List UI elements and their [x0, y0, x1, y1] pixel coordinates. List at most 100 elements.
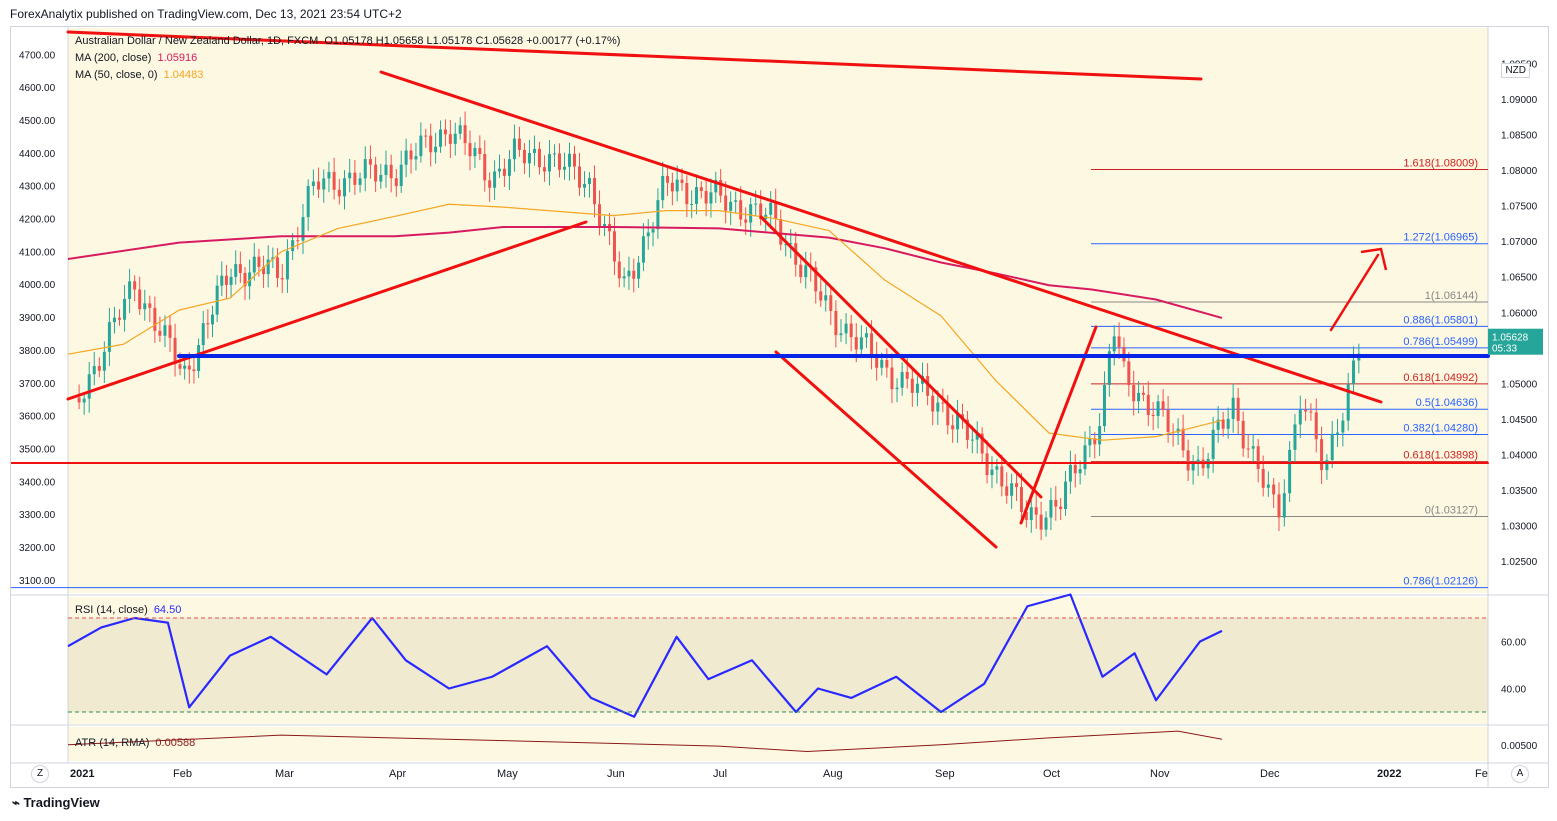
ma200-value: 1.05916	[157, 52, 198, 64]
candle-body	[443, 129, 447, 135]
auto-scale-button[interactable]: A	[1511, 765, 1529, 783]
y-right-tick: 1.07000	[1501, 237, 1538, 248]
candle-body	[885, 359, 889, 368]
candle-body	[1211, 429, 1215, 459]
candle-body	[87, 374, 91, 399]
candle-body	[342, 178, 346, 197]
candle-body	[1251, 446, 1255, 449]
ma50-legend: MA (50, close, 0) 1.04483	[75, 69, 206, 81]
candle-body	[257, 256, 261, 267]
candle-body	[1029, 507, 1033, 521]
candle-body	[493, 171, 497, 188]
candle-body	[1112, 336, 1116, 352]
candle-body	[229, 276, 233, 285]
currency-badge[interactable]: NZD	[1501, 63, 1530, 78]
candle-body	[301, 217, 305, 241]
x-tick: May	[497, 768, 518, 780]
fib-level-label: 1.618(1.08009)	[1403, 157, 1478, 169]
atr-legend: ATR (14, RMA) 0.00588	[75, 737, 198, 749]
candle-body	[946, 403, 950, 426]
candle-body	[1304, 409, 1308, 412]
y-right-tick: 1.06000	[1501, 308, 1538, 319]
candle-body	[1346, 384, 1350, 421]
candle-body	[1151, 414, 1155, 417]
candle-body	[434, 146, 438, 153]
candle-body	[804, 265, 808, 278]
candle-body	[285, 251, 289, 280]
candle-body	[1156, 401, 1160, 417]
candle-body	[754, 203, 758, 205]
candle-body	[622, 276, 626, 279]
candle-body	[699, 187, 703, 192]
candle-body	[483, 154, 487, 181]
candle-body	[1314, 412, 1318, 440]
fib-level-label: 0.886(1.05801)	[1403, 314, 1478, 326]
chart-frame[interactable]: 1.618(1.08009) 1.272(1.06965) 1(1.06144) 0.…	[10, 26, 1549, 788]
candle-body	[439, 129, 443, 147]
candle-body	[275, 257, 279, 279]
candle-body	[1191, 463, 1195, 471]
candle-body	[1325, 460, 1329, 471]
candle-body	[583, 183, 587, 188]
candle-body	[729, 201, 733, 211]
candle-body	[473, 148, 477, 157]
candle-body	[617, 261, 621, 279]
x-tick: Mar	[275, 768, 294, 780]
candle-body	[1330, 433, 1334, 461]
candle-body	[306, 186, 310, 218]
candle-body	[1117, 336, 1121, 348]
candle-body	[965, 419, 969, 440]
candle-body	[975, 433, 979, 440]
candle-body	[478, 148, 482, 155]
candle-body	[463, 125, 467, 144]
candle-body	[77, 397, 81, 403]
tradingview-logo[interactable]: ⌁ TradingView	[12, 795, 100, 811]
candle-body	[675, 179, 679, 192]
candle-body	[849, 323, 853, 338]
candle-body	[900, 371, 904, 388]
chart-canvas[interactable]: 1.618(1.08009) 1.272(1.06965) 1(1.06144) 0.…	[10, 27, 1548, 787]
candle-body	[567, 153, 571, 167]
chart-legend: Australian Dollar / New Zealand Dollar, …	[75, 35, 623, 47]
ma200-line	[67, 225, 1223, 319]
candle-body	[910, 378, 914, 393]
candle-body	[243, 272, 247, 287]
fib-level-label: 0.382(1.04280)	[1403, 423, 1478, 435]
fib-level-label: 0.786(1.02126)	[1403, 576, 1478, 588]
candle-body	[458, 125, 462, 134]
footer-brand: TradingView	[23, 795, 100, 810]
rsi-line	[67, 593, 1223, 718]
rsi-value: 64.50	[153, 604, 182, 616]
candle-body	[542, 167, 546, 172]
candle-body	[512, 138, 516, 160]
zoom-reset-button[interactable]: Z	[31, 765, 49, 783]
candle-body	[138, 289, 142, 310]
ma200-label: MA (200, close)	[75, 52, 152, 64]
candle-body	[178, 364, 182, 369]
y-right-tick: 1.04000	[1501, 450, 1538, 461]
rising-support-line	[66, 220, 588, 401]
candle-body	[404, 150, 408, 165]
candle-body	[719, 179, 723, 196]
candle-body	[1137, 392, 1141, 402]
candle-body	[291, 240, 295, 252]
candle-body	[951, 425, 955, 430]
candle-body	[690, 203, 694, 205]
candle-body	[1078, 469, 1082, 474]
candle-body	[448, 134, 452, 144]
candle-body	[192, 369, 196, 372]
candle-body	[317, 181, 321, 190]
candle-body	[794, 243, 798, 265]
candle-body	[578, 166, 582, 188]
candle-body	[724, 195, 728, 211]
candle-body	[844, 323, 848, 334]
y-left-tick: 4000.00	[19, 280, 56, 291]
candle-body	[252, 256, 256, 273]
candle-body	[1266, 484, 1270, 488]
candle-body	[1098, 426, 1102, 445]
candle-body	[1005, 486, 1009, 496]
fib-level-label: 0.618(1.03898)	[1403, 450, 1478, 462]
atr-value: 0.00588	[155, 737, 196, 749]
candle-body	[956, 414, 960, 430]
candle-body	[824, 295, 828, 301]
